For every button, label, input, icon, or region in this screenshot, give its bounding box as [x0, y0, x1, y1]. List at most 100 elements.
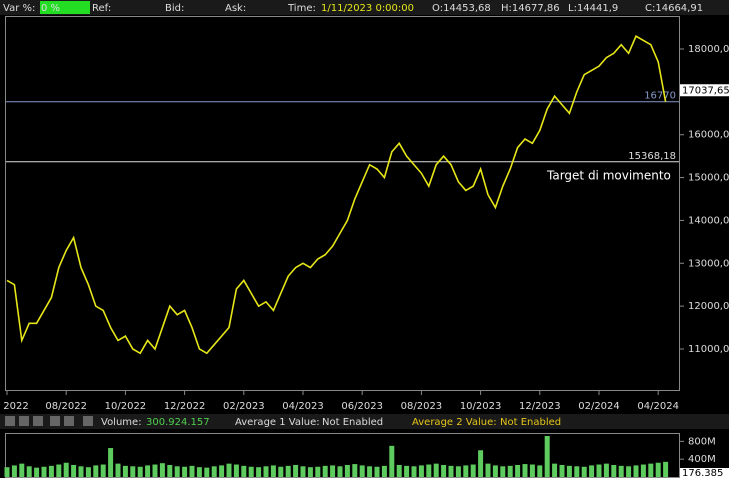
x-tick-label: 2022	[3, 401, 28, 412]
volume-tick-label: 800M	[688, 436, 716, 447]
volume-bar	[270, 465, 276, 477]
volume-bar	[522, 464, 528, 477]
volume-bar	[529, 464, 535, 477]
volume-bar	[196, 467, 202, 477]
button[interactable]	[19, 416, 29, 426]
volume-bar	[611, 464, 617, 477]
volume-bar	[337, 466, 343, 477]
var-label: Var %:	[3, 3, 35, 14]
volume-bar	[71, 464, 77, 477]
volume-bar	[626, 466, 632, 477]
volume-bar	[11, 465, 17, 477]
y-tick-label: 14000,000	[688, 215, 729, 226]
volume-bar	[618, 465, 624, 477]
y-tick-label: 12000,000	[688, 301, 729, 312]
volume-bar	[293, 464, 299, 477]
volume-bar	[404, 465, 410, 477]
high: H:14677,86	[501, 3, 560, 14]
volume-bar	[500, 466, 506, 477]
volume-bar	[515, 464, 521, 477]
volume-bar	[648, 463, 654, 477]
button[interactable]	[50, 416, 60, 426]
volume-bar	[307, 467, 313, 477]
last-price-tag	[680, 84, 729, 97]
x-tick-label: 10/2022	[105, 401, 147, 412]
volume-label: Volume:	[101, 417, 142, 428]
y-tick-label: 18000,000	[688, 44, 729, 55]
button[interactable]	[5, 416, 15, 426]
volume-bar	[426, 464, 432, 477]
ref: Ref:	[92, 3, 111, 14]
plot-frame	[5, 16, 680, 391]
x-tick-label: 08/2022	[45, 401, 87, 412]
level-label: 16770	[644, 91, 676, 102]
button[interactable]	[83, 416, 93, 426]
toolbar-buttons	[5, 416, 93, 426]
time-value: 1/11/2023 0:00:00	[321, 3, 414, 14]
volume-bar	[418, 465, 424, 477]
x-tick-label: 12/2022	[164, 401, 206, 412]
time-label: Time:	[287, 3, 316, 14]
volume-bar	[330, 465, 336, 477]
volume-bar	[93, 465, 99, 477]
volume-bar	[507, 465, 513, 477]
x-tick-label: 02/2023	[223, 401, 265, 412]
volume-bar	[352, 464, 358, 477]
volume-bar	[137, 466, 143, 477]
volume-bar	[189, 465, 195, 477]
button[interactable]	[64, 416, 74, 426]
volume-bar	[85, 467, 91, 477]
volume-bar	[544, 436, 550, 477]
volume-bar	[566, 465, 572, 477]
volume-bar	[470, 464, 476, 477]
volume-bar	[34, 467, 40, 477]
volume-bar	[256, 467, 262, 477]
x-tick-label: 12/2023	[519, 401, 561, 412]
volume-bar	[100, 464, 106, 477]
volume-bar	[63, 462, 69, 477]
volume-bar	[211, 466, 217, 477]
volume-bar	[322, 465, 328, 477]
volume-bar	[263, 466, 269, 477]
volume-bar	[559, 464, 565, 477]
x-tick-label: 02/2024	[578, 401, 620, 412]
avg1-value: Not Enabled	[322, 417, 383, 428]
volume-bar	[596, 464, 602, 477]
volume-last-tag	[680, 468, 729, 478]
volume-bar	[78, 466, 84, 477]
volume-bar	[603, 463, 609, 477]
volume-bar	[182, 466, 188, 477]
volume-bar	[663, 461, 669, 477]
volume-bar	[152, 464, 158, 477]
level-label: 15368,18	[628, 151, 676, 162]
volume-bar	[159, 463, 165, 477]
volume-bar	[19, 463, 25, 477]
x-tick-label: 04/2024	[637, 401, 679, 412]
open: O:14453,68	[432, 3, 491, 14]
close: C:14664,91	[645, 3, 703, 14]
x-tick-label: 10/2023	[460, 401, 502, 412]
volume-bar	[26, 466, 32, 477]
volume-bar	[122, 465, 128, 477]
volume-bar	[115, 463, 121, 477]
y-tick-label: 11000,000	[688, 344, 729, 355]
volume-bar	[381, 465, 387, 477]
volume-bar	[344, 464, 350, 477]
var-value: 0 %	[41, 3, 60, 14]
volume-bar	[448, 465, 454, 477]
volume-bar	[633, 465, 639, 477]
var-box	[40, 1, 90, 14]
volume-bar	[174, 466, 180, 477]
volume-bar	[300, 466, 306, 477]
x-tick-label: 08/2023	[401, 401, 443, 412]
last-price-label: 17037,65	[682, 85, 729, 96]
x-tick-label: 04/2023	[282, 401, 324, 412]
volume-bar	[655, 462, 661, 477]
low: L:14441,9	[568, 3, 618, 14]
volume-bar	[41, 466, 47, 477]
volume-bar	[589, 465, 595, 477]
volume-bar	[248, 466, 254, 477]
volume-bar	[574, 466, 580, 477]
button[interactable]	[33, 416, 43, 426]
